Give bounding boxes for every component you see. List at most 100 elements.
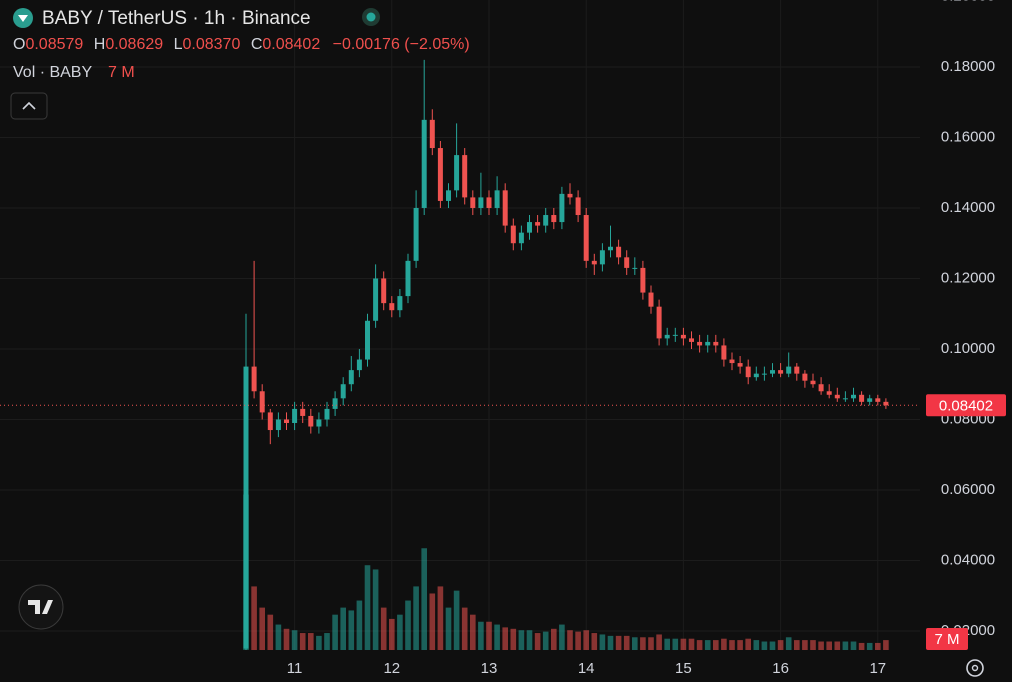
- price-change: −0.00176 (−2.05%): [333, 36, 470, 53]
- volume-bar: [802, 640, 808, 650]
- collapse-button[interactable]: [10, 92, 48, 120]
- volume-bar: [615, 635, 622, 650]
- candle-body: [648, 292, 654, 307]
- ohlc-key: H: [94, 36, 106, 53]
- volume-bar: [299, 633, 306, 650]
- candle-body: [721, 345, 727, 360]
- candle-body: [259, 391, 265, 413]
- x-tick-label: 11: [287, 660, 303, 677]
- candle-body: [672, 334, 678, 336]
- candle-body: [656, 306, 662, 339]
- candle-body: [413, 207, 419, 261]
- ohlc-value: 0.08629: [105, 36, 163, 53]
- volume-bar: [688, 638, 695, 650]
- candle-body: [559, 193, 565, 223]
- last-price-label: 0.08402: [939, 397, 993, 414]
- candle-body: [729, 359, 735, 364]
- volume-bar: [259, 607, 265, 650]
- volume-bar: [518, 630, 525, 650]
- candle-body: [502, 190, 508, 226]
- volume-bar: [599, 634, 606, 650]
- y-tick-label: 0.04000: [941, 551, 995, 568]
- candle-body: [834, 394, 840, 399]
- candle-body: [454, 155, 460, 191]
- volume-bar: [332, 614, 338, 650]
- volume-bar: [275, 624, 282, 650]
- volume-bar: [372, 569, 379, 650]
- volume-bar: [429, 593, 436, 650]
- candle-body: [292, 408, 298, 423]
- volume-bar: [721, 638, 727, 650]
- volume-bar: [623, 635, 630, 650]
- volume-bar: [405, 600, 411, 650]
- candle-body: [518, 232, 524, 244]
- volume-bar: [737, 640, 743, 650]
- volume-bar: [324, 633, 330, 650]
- volume-bar: [826, 641, 832, 650]
- ohlc-value: 0.08402: [262, 36, 320, 53]
- volume-bar: [810, 640, 816, 650]
- candle-body: [753, 373, 759, 378]
- volume-bar: [340, 607, 346, 650]
- candle-body: [243, 366, 249, 649]
- candle-body: [802, 373, 808, 381]
- volume-bar: [834, 641, 841, 650]
- volume-bar: [866, 642, 873, 650]
- candle-body: [713, 341, 719, 346]
- candle-body: [429, 119, 435, 149]
- settings-icon: [971, 664, 979, 672]
- candle-body: [640, 267, 646, 293]
- status-dot: [366, 12, 376, 22]
- candle-body: [373, 278, 379, 321]
- candle-body: [770, 370, 775, 374]
- volume-bar: [575, 631, 581, 650]
- candle-body: [470, 197, 476, 208]
- x-tick-label: 13: [481, 660, 498, 677]
- candle-body: [567, 193, 573, 198]
- ohlc-value: 0.08579: [25, 36, 83, 53]
- volume-bar: [534, 633, 541, 650]
- candle-body: [583, 215, 589, 261]
- volume-bar: [769, 641, 776, 650]
- candle-body: [786, 366, 792, 374]
- symbol-title: BABY / TetherUS · 1h · Binance: [42, 8, 311, 29]
- plot: [0, 59, 920, 650]
- volume-bar: [883, 640, 889, 650]
- volume-bar: [478, 621, 484, 650]
- candle-body: [689, 338, 694, 342]
- tradingview-logo-mark: [28, 600, 53, 614]
- volume-bar: [437, 586, 444, 650]
- candle-body: [316, 419, 322, 427]
- volume-bar: [745, 638, 751, 650]
- volume-bar: [753, 640, 760, 650]
- candle-body: [624, 257, 630, 268]
- volume-bar: [696, 640, 703, 650]
- candle-body: [421, 119, 427, 208]
- tradingview-logo[interactable]: [18, 584, 64, 630]
- candle-body: [535, 222, 541, 226]
- volume-bar: [607, 635, 614, 650]
- candle-body: [591, 260, 597, 265]
- volume-bar: [283, 628, 290, 650]
- volume-bar: [567, 630, 573, 650]
- candle-body: [340, 384, 346, 399]
- ohlc-key: L: [174, 36, 183, 53]
- volume-bar: [583, 630, 589, 650]
- candle-body: [348, 370, 354, 385]
- ohlc-value: 0.08370: [183, 36, 241, 53]
- volume-badge: [926, 628, 968, 650]
- candle-body: [818, 384, 824, 392]
- candle-body: [608, 246, 613, 251]
- settings-button[interactable]: [966, 659, 984, 677]
- volume-bar: [291, 630, 298, 650]
- volume-bar: [559, 624, 565, 650]
- volume-bar: [761, 641, 768, 650]
- volume-bar: [542, 631, 549, 650]
- x-tick-label: 17: [869, 660, 886, 677]
- last-price-badge: [926, 394, 1006, 417]
- candle-body: [478, 197, 484, 208]
- candle-body: [867, 398, 873, 402]
- y-tick-label: 0.06000: [941, 481, 995, 498]
- volume-bar: [453, 590, 460, 650]
